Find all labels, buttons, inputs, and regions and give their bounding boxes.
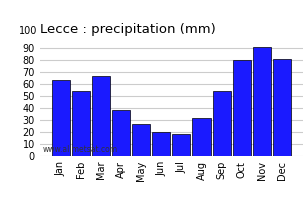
Bar xyxy=(52,80,70,156)
Bar xyxy=(112,110,130,156)
Bar xyxy=(213,91,231,156)
Bar xyxy=(172,134,190,156)
Bar xyxy=(192,118,211,156)
Bar xyxy=(273,59,291,156)
Bar xyxy=(72,91,90,156)
Text: www.allmetsat.com: www.allmetsat.com xyxy=(43,145,118,154)
Bar xyxy=(92,76,110,156)
Bar xyxy=(132,124,150,156)
Bar xyxy=(253,47,271,156)
Text: Lecce : precipitation (mm): Lecce : precipitation (mm) xyxy=(40,23,215,36)
Bar xyxy=(233,60,251,156)
Text: 100: 100 xyxy=(19,26,37,36)
Bar xyxy=(152,132,170,156)
